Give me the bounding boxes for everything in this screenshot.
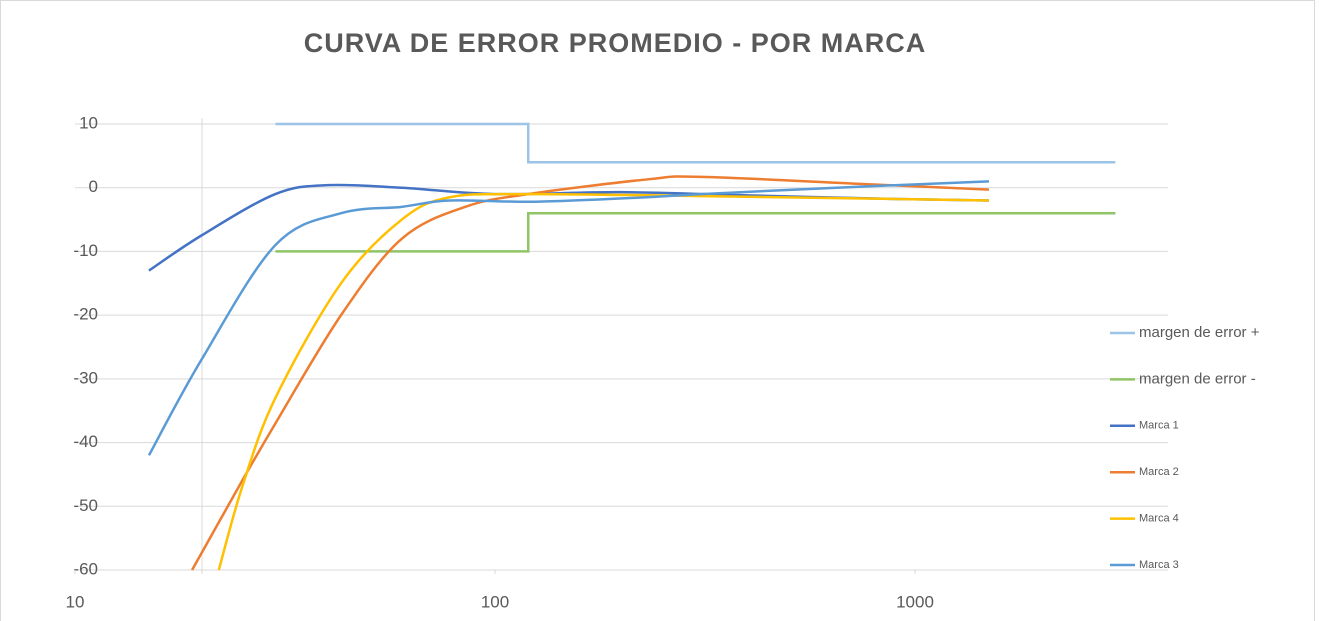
legend-label: Marca 1	[1139, 420, 1179, 432]
y-tick-label: -30	[73, 368, 98, 387]
y-tick-label: -50	[73, 496, 98, 515]
series-line	[275, 211, 1116, 253]
series-line	[217, 192, 989, 571]
series-line	[190, 175, 990, 571]
legend-label: margen de error -	[1139, 370, 1256, 387]
series-line	[275, 122, 1116, 164]
legend-label: Marca 3	[1139, 559, 1179, 571]
legend-label: Marca 2	[1139, 466, 1179, 478]
legend-label: margen de error +	[1139, 324, 1260, 341]
y-tick-label: -40	[73, 432, 98, 451]
y-tick-label: 0	[89, 177, 98, 196]
legend-label: Marca 4	[1139, 513, 1179, 525]
y-tick-label: 10	[79, 113, 98, 132]
plot-area	[147, 122, 1116, 571]
chart-title: CURVA DE ERROR PROMEDIO - POR MARCA	[304, 28, 927, 58]
x-tick-label: 100	[481, 592, 509, 611]
y-tick-label: -60	[73, 559, 98, 578]
y-tick-label: -10	[73, 241, 98, 260]
x-tick-label: 10	[66, 592, 85, 611]
x-tick-label: 1000	[896, 592, 934, 611]
y-tick-label: -20	[73, 305, 98, 324]
series-line	[147, 180, 990, 456]
